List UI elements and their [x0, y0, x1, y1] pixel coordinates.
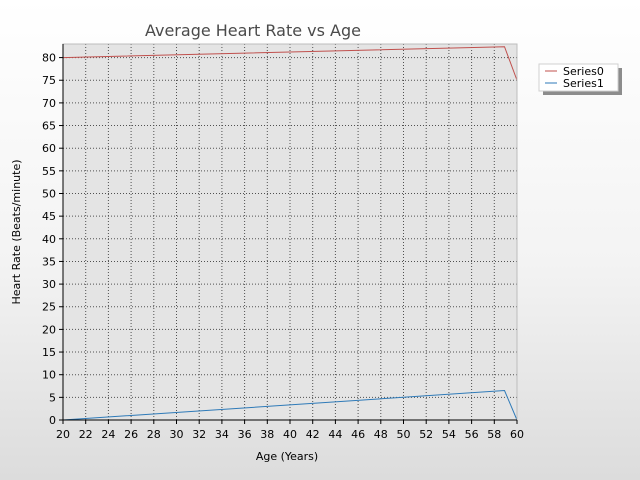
x-tick-label: 22: [79, 428, 93, 441]
y-axis-ticks: 0 5 10 15 20 25 30 35 40 45 50 55 60 65 70 75 80: [42, 52, 63, 427]
y-tick-label: 40: [42, 233, 56, 246]
y-tick-label: 30: [42, 278, 56, 291]
y-tick-label: 5: [49, 391, 56, 404]
legend-label-series0: Series0: [563, 65, 604, 78]
x-tick-label: 60: [510, 428, 524, 441]
x-tick-label: 24: [101, 428, 115, 441]
legend-box: [538, 63, 619, 92]
series-lines: [62, 46, 518, 421]
legend-label-series1: Series1: [563, 77, 604, 90]
chart-title: Average Heart Rate vs Age: [145, 21, 361, 40]
x-axis-label: Age (Years): [256, 450, 318, 463]
y-tick-label: 20: [42, 323, 56, 336]
x-tick-label: 26: [124, 428, 138, 441]
x-tick-label: 52: [419, 428, 433, 441]
y-tick-label: 35: [42, 255, 56, 268]
y-tick-label: 45: [42, 210, 56, 223]
x-tick-label: 28: [147, 428, 161, 441]
x-tick-label: 36: [238, 428, 252, 441]
plot-background: [63, 44, 517, 420]
series-line-series1: [62, 390, 518, 421]
x-tick-label: 32: [192, 428, 206, 441]
y-tick-label: 50: [42, 187, 56, 200]
y-tick-label: 0: [49, 414, 56, 427]
x-tick-label: 56: [465, 428, 479, 441]
y-tick-label: 60: [42, 142, 56, 155]
y-tick-label: 10: [42, 369, 56, 382]
y-tick-label: 75: [42, 74, 56, 87]
x-tick-label: 50: [397, 428, 411, 441]
y-tick-label: 80: [42, 52, 56, 65]
x-tick-label: 40: [283, 428, 297, 441]
x-tick-label: 30: [170, 428, 184, 441]
y-tick-label: 65: [42, 120, 56, 133]
x-tick-label: 34: [215, 428, 229, 441]
x-axis-ticks: 20 22 24 26 28 30 32 34 36 38 40 42 44 46 48 50 52 54 56 58…: [56, 420, 524, 441]
x-tick-label: 58: [487, 428, 501, 441]
x-tick-label: 46: [351, 428, 365, 441]
x-tick-label: 44: [328, 428, 342, 441]
y-tick-label: 25: [42, 301, 56, 314]
y-tick-label: 70: [42, 97, 56, 110]
x-tick-label: 48: [374, 428, 388, 441]
x-tick-label: 38: [260, 428, 274, 441]
y-tick-label: 15: [42, 346, 56, 359]
series-line-series0: [62, 46, 518, 81]
gridlines: [63, 44, 518, 420]
y-tick-label: 55: [42, 165, 56, 178]
y-axis-label: Heart Rate (Beats/minute): [10, 159, 23, 304]
plot-area: [62, 43, 518, 421]
x-tick-label: 54: [442, 428, 456, 441]
x-tick-label: 42: [306, 428, 320, 441]
x-tick-label: 20: [56, 428, 70, 441]
